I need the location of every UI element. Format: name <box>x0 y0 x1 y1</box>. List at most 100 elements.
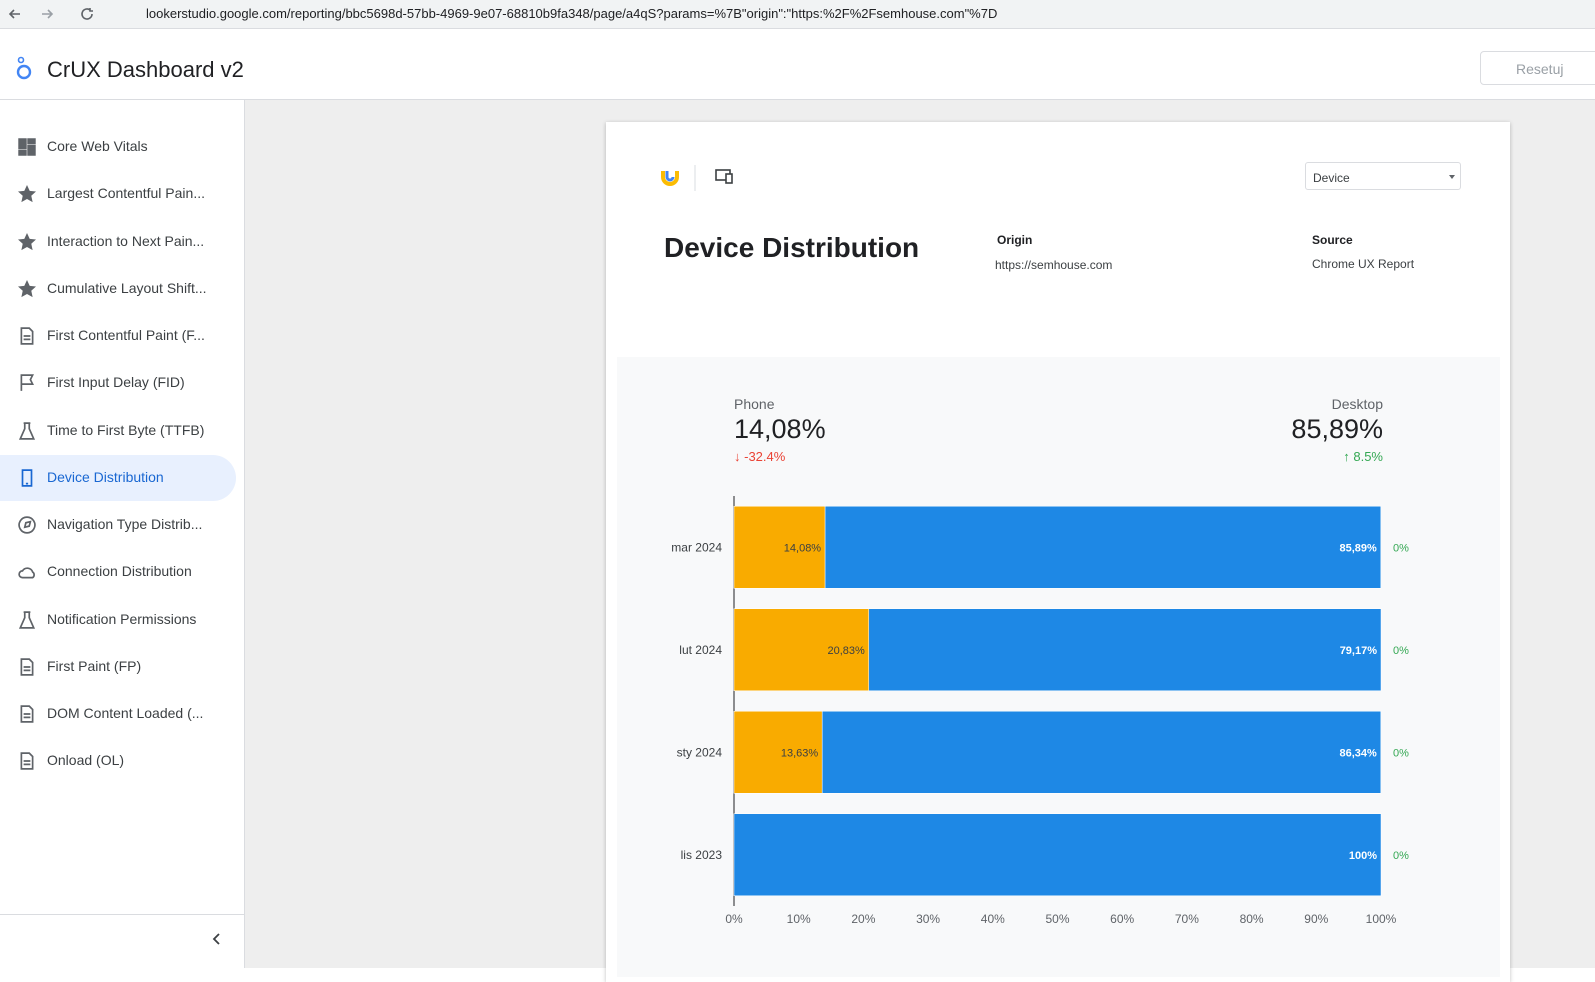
icon-shape <box>18 185 36 203</box>
nav-icon <box>18 185 36 203</box>
nav-label: Interaction to Next Pain... <box>47 232 205 249</box>
nav-label: Device Distribution <box>47 468 164 485</box>
x-tick-label: 60% <box>1110 912 1134 926</box>
nav-item[interactable]: First Input Delay (FID) <box>0 360 236 406</box>
data-label: 0% <box>1393 850 1409 862</box>
nav-item[interactable]: Cumulative Layout Shift... <box>0 266 236 312</box>
nav-item[interactable]: First Contentful Paint (F... <box>0 313 236 359</box>
sidebar: Core Web Vitals Largest Contentful Pain..… <box>0 100 245 968</box>
icon-shape <box>20 658 34 676</box>
divider <box>0 914 244 915</box>
data-label: 0% <box>1393 542 1409 554</box>
url[interactable]: lookerstudio.google.com/reporting/bbc569… <box>146 6 998 21</box>
bar-segment <box>733 608 870 691</box>
nav-label: Largest Contentful Pain... <box>47 185 205 202</box>
collapse[interactable] <box>210 932 224 946</box>
nav-item[interactable]: Core Web Vitals <box>0 124 236 170</box>
data-label: 14,08% <box>784 542 822 554</box>
x-tick-label: 80% <box>1240 912 1264 926</box>
bar-segment <box>821 711 1382 794</box>
scorecard-value: 14,08% <box>734 414 826 444</box>
x-tick-label: 40% <box>981 912 1005 926</box>
y-tick-label: lut 2024 <box>679 643 722 657</box>
source-label: Source <box>1312 233 1353 247</box>
bar-segment <box>733 813 1382 896</box>
nav-buttons[interactable] <box>6 6 106 22</box>
scorecard-change: ↑ 8.5% <box>1343 449 1383 464</box>
nav-label: First Input Delay (FID) <box>47 374 185 391</box>
nav-label: First Paint (FP) <box>47 657 142 674</box>
x-tick-label: 90% <box>1304 912 1328 926</box>
reset-button[interactable]: Resetuj <box>1480 51 1595 85</box>
nav-label: Cumulative Layout Shift... <box>47 279 207 296</box>
icon-shape <box>20 327 34 345</box>
icon-shape <box>18 279 36 297</box>
scorecard-label: Phone <box>734 396 775 412</box>
data-label: 13,63% <box>781 747 819 759</box>
x-tick-label: 0% <box>725 912 743 926</box>
device-dropdown[interactable]: Device <box>1305 162 1461 190</box>
x-tick-label: 10% <box>787 912 811 926</box>
bar-segment <box>868 608 1382 691</box>
nav-icon <box>18 279 36 297</box>
icon-shape <box>20 752 34 770</box>
origin-label: Origin <box>997 233 1033 247</box>
app-header <box>0 29 1595 100</box>
source-value: Chrome UX Report <box>1312 257 1415 271</box>
nav-item[interactable]: Interaction to Next Pain... <box>0 219 236 265</box>
data-label: 20,83% <box>827 645 865 657</box>
logo <box>16 56 32 80</box>
nav-item[interactable]: Device Distribution <box>0 454 236 501</box>
nav-label: Navigation Type Distrib... <box>47 516 203 532</box>
scorecard-change: ↓ -32.4% <box>734 449 786 464</box>
nav-item[interactable]: Navigation Type Distrib... <box>0 502 236 548</box>
nav-item[interactable]: DOM Content Loaded (... <box>0 691 236 737</box>
y-tick-label: lis 2023 <box>681 848 723 862</box>
nav-icon <box>20 374 34 392</box>
nav-item[interactable]: Time to First Byte (TTFB) <box>0 408 236 454</box>
data-label: 85,89% <box>1339 542 1377 554</box>
origin-value: https://semhouse.com <box>995 258 1113 272</box>
nav-label: First Contentful Paint (F... <box>47 327 205 343</box>
app-title: CrUX Dashboard v2 <box>47 57 244 82</box>
y-tick-label: mar 2024 <box>671 540 722 554</box>
nav-item[interactable]: Notification Permissions <box>0 597 236 643</box>
x-tick-label: 30% <box>916 912 940 926</box>
caret <box>1449 175 1455 179</box>
nav-label: Connection Distribution <box>47 563 192 580</box>
icon-shape <box>18 567 35 579</box>
nav-item[interactable]: First Paint (FP) <box>0 644 236 690</box>
nav-icon <box>18 138 36 156</box>
bar-segment <box>733 506 826 589</box>
address-bar: lookerstudio.google.com/reporting/bbc569… <box>0 0 1595 29</box>
scorecard-label: Desktop <box>1331 396 1383 412</box>
icon-shape <box>18 516 36 534</box>
x-tick-label: 50% <box>1045 912 1069 926</box>
icon-shape <box>18 610 36 629</box>
nav-icon <box>20 705 34 723</box>
icon-shape <box>18 138 36 156</box>
nav-icon <box>21 469 33 487</box>
data-label: 86,34% <box>1339 747 1377 759</box>
icon-shape <box>20 374 34 392</box>
data-label: 100% <box>1349 850 1377 862</box>
nav-label: Time to First Byte (TTFB) <box>47 421 205 438</box>
nav-label: Core Web Vitals <box>47 138 148 154</box>
icon-shape <box>18 232 36 250</box>
nav-label: DOM Content Loaded (... <box>47 705 204 721</box>
nav-item[interactable]: Largest Contentful Pain... <box>0 171 236 217</box>
bar-segment <box>824 506 1382 589</box>
data-label: 0% <box>1393 645 1409 657</box>
nav-item[interactable]: Connection Distribution <box>0 549 236 595</box>
dropdown-text: Device <box>1313 171 1350 185</box>
nav-icon <box>20 327 34 345</box>
x-tick-label: 70% <box>1175 912 1199 926</box>
scorecard-value: 85,89% <box>1291 414 1383 444</box>
icon-shape <box>18 421 36 440</box>
nav-item[interactable]: Onload (OL) <box>0 738 236 784</box>
nav-icon <box>18 567 35 579</box>
icon-shape <box>21 469 33 487</box>
nav-icon <box>18 232 36 250</box>
